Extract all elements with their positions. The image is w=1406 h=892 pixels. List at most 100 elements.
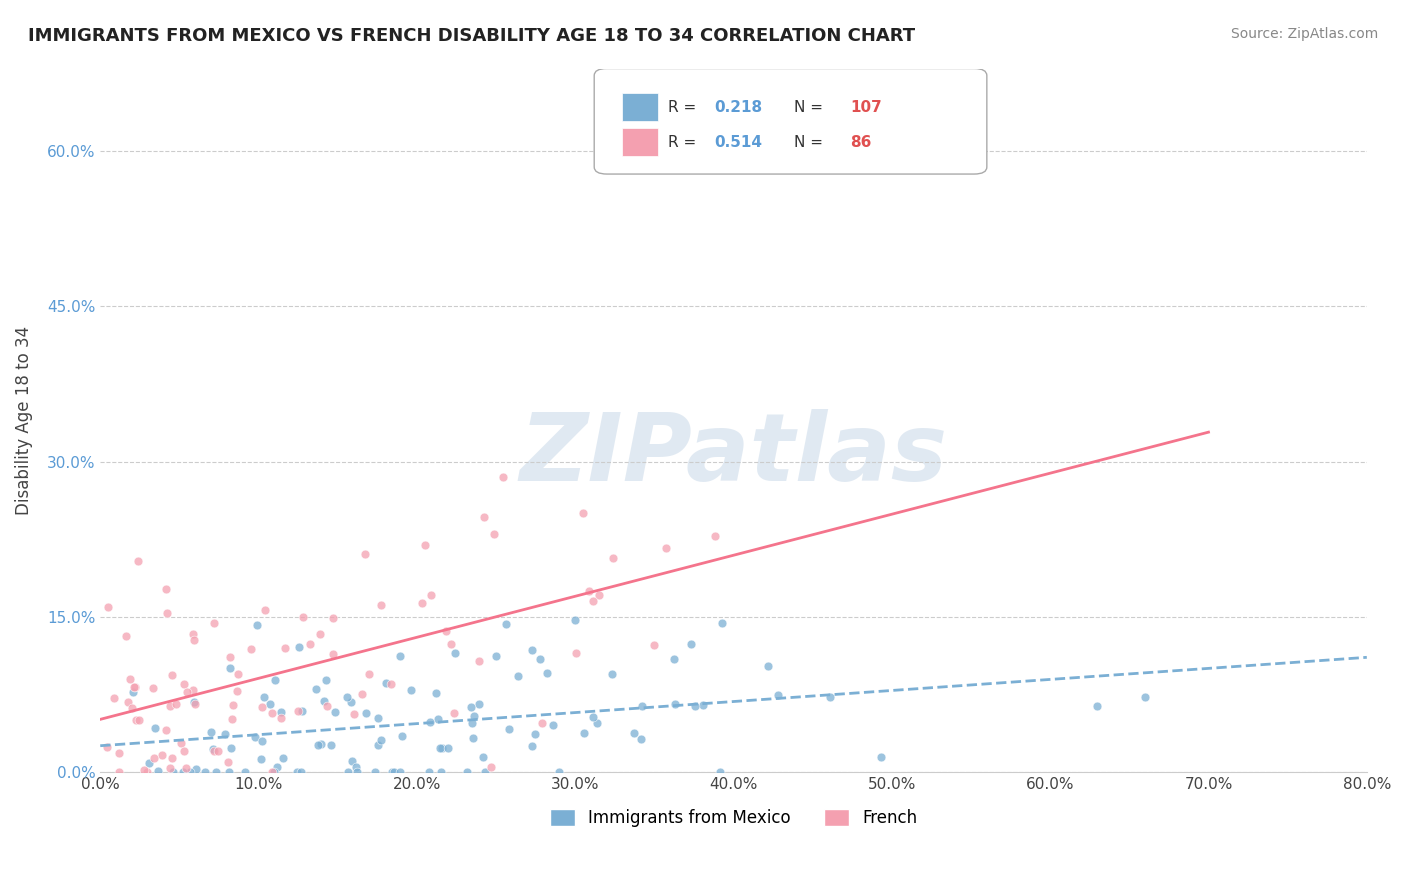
Point xyxy=(444,646,467,660)
Point xyxy=(381,765,404,780)
Point xyxy=(312,694,335,708)
Point xyxy=(148,764,170,778)
Point xyxy=(399,682,422,697)
Point xyxy=(136,765,159,780)
Point xyxy=(631,698,654,713)
Text: R =: R = xyxy=(668,135,700,150)
Point xyxy=(436,624,458,638)
Point xyxy=(173,744,195,758)
Point xyxy=(204,765,226,780)
Point xyxy=(418,765,440,780)
Point xyxy=(413,538,436,552)
Point xyxy=(155,582,177,596)
Point xyxy=(288,640,311,654)
Point xyxy=(291,610,314,624)
Point xyxy=(263,765,285,780)
Point xyxy=(388,648,411,663)
Point xyxy=(125,713,148,727)
Point xyxy=(818,690,841,704)
Point xyxy=(1085,699,1108,714)
Point xyxy=(150,747,173,762)
Point xyxy=(266,760,288,774)
Point xyxy=(664,697,686,711)
Point xyxy=(132,763,155,777)
Point xyxy=(290,704,312,718)
Point xyxy=(461,716,484,731)
Point xyxy=(96,740,118,755)
Point xyxy=(1133,690,1156,704)
Point xyxy=(218,649,240,664)
Point xyxy=(138,756,160,770)
Point xyxy=(246,618,269,632)
Point xyxy=(170,736,193,750)
Point xyxy=(565,646,588,660)
Point xyxy=(160,750,183,764)
Text: 107: 107 xyxy=(851,100,882,115)
Point xyxy=(463,709,485,723)
Point xyxy=(600,667,623,681)
Point xyxy=(585,715,607,730)
Y-axis label: Disability Age 18 to 34: Disability Age 18 to 34 xyxy=(15,326,32,515)
Point xyxy=(367,738,389,752)
Point xyxy=(582,710,605,724)
Point xyxy=(411,596,433,610)
Point xyxy=(460,699,482,714)
Point xyxy=(181,626,204,640)
Point xyxy=(322,611,344,625)
Point xyxy=(419,588,441,602)
Point xyxy=(443,706,465,720)
Point xyxy=(285,765,308,780)
Point xyxy=(492,470,515,484)
FancyBboxPatch shape xyxy=(595,69,987,174)
Point xyxy=(391,730,413,744)
Text: 86: 86 xyxy=(851,135,872,150)
Point xyxy=(425,686,447,700)
Point xyxy=(588,588,610,602)
Point xyxy=(181,683,204,698)
Point xyxy=(307,738,329,752)
Point xyxy=(522,739,544,754)
Point xyxy=(388,765,411,780)
Point xyxy=(115,629,138,643)
Point xyxy=(340,695,363,709)
Point xyxy=(174,760,197,774)
Text: Source: ZipAtlas.com: Source: ZipAtlas.com xyxy=(1230,27,1378,41)
Text: N =: N = xyxy=(794,100,828,115)
Point xyxy=(252,733,274,747)
Point xyxy=(160,667,183,681)
Point xyxy=(461,731,484,746)
Point xyxy=(485,648,508,663)
Point xyxy=(768,688,790,702)
Point xyxy=(121,700,143,714)
Text: N =: N = xyxy=(794,135,828,150)
Point xyxy=(756,659,779,673)
Point xyxy=(548,765,571,780)
Point xyxy=(655,541,678,556)
Point xyxy=(159,698,181,713)
Point xyxy=(226,666,249,681)
Point xyxy=(201,742,224,756)
Point xyxy=(186,762,208,776)
Point xyxy=(218,660,240,674)
Point xyxy=(270,706,292,720)
Point xyxy=(482,527,505,541)
Point xyxy=(643,638,665,652)
Point xyxy=(200,725,222,739)
Point xyxy=(262,706,284,720)
Point xyxy=(165,698,187,712)
Point xyxy=(531,715,554,730)
Point xyxy=(217,756,239,770)
Point xyxy=(681,637,703,651)
Text: R =: R = xyxy=(668,100,700,115)
Point xyxy=(155,723,177,737)
Point xyxy=(536,666,558,681)
Point xyxy=(270,711,292,725)
Point xyxy=(337,765,360,780)
Point xyxy=(214,727,236,741)
Point xyxy=(322,647,344,661)
Point xyxy=(173,676,195,690)
Point xyxy=(382,765,405,780)
Point xyxy=(159,761,181,775)
Point xyxy=(184,698,207,712)
Point xyxy=(183,632,205,647)
